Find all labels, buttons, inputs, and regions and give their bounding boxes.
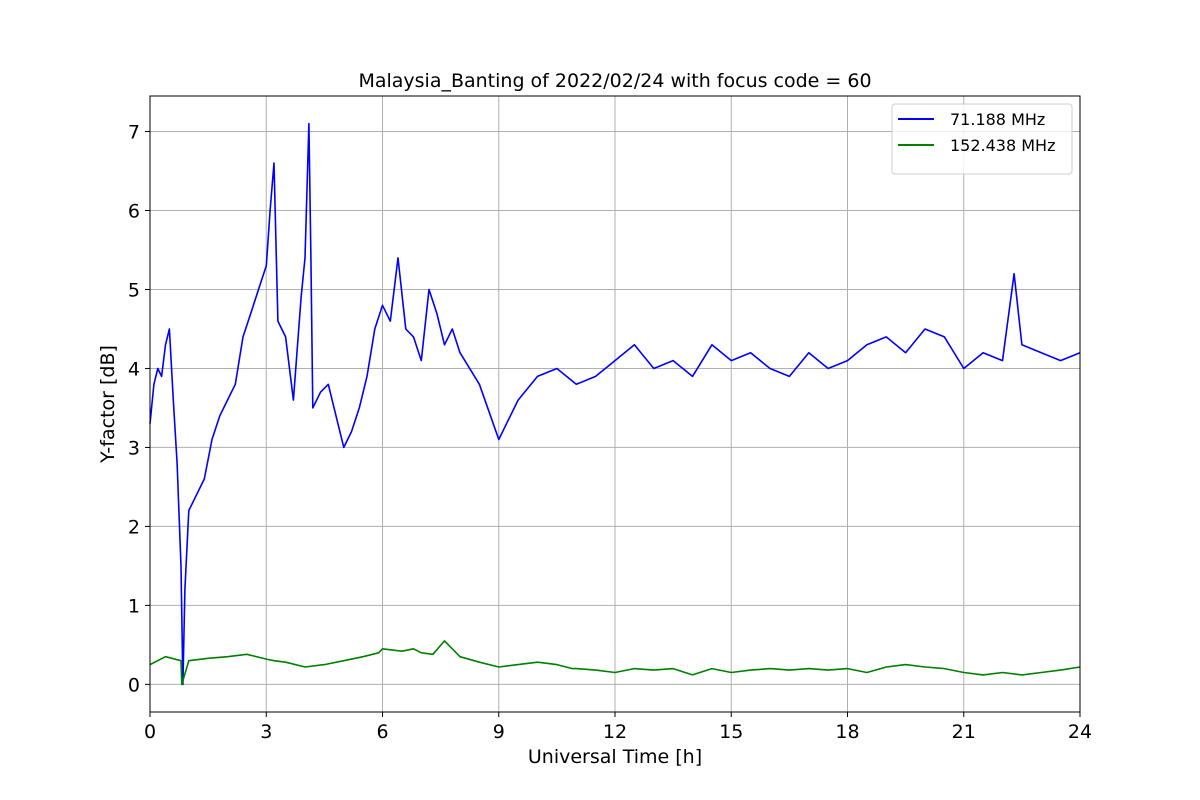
y-tick-label: 6 (128, 201, 140, 223)
y-tick-label: 3 (128, 437, 140, 459)
series-line-1 (149, 122, 1081, 686)
x-axis-label: Universal Time [h] (528, 746, 702, 768)
y-tick-label: 5 (128, 279, 140, 301)
y-tick-label: 1 (128, 595, 140, 617)
x-tick-label: 12 (603, 721, 627, 743)
y-axis-label: Y-factor [dB] (97, 345, 119, 464)
legend: 71.188 MHz 152.438 MHz (891, 103, 1073, 175)
series-lines (149, 122, 1081, 686)
y-tick-label: 0 (128, 674, 140, 696)
x-tick-label: 21 (952, 721, 976, 743)
legend-label-1: 71.188 MHz (950, 110, 1045, 129)
y-tick-label: 4 (128, 358, 140, 380)
x-tick-label: 24 (1068, 721, 1092, 743)
y-tick-label: 2 (128, 516, 140, 538)
x-tick-label: 6 (376, 721, 388, 743)
x-tick-label: 15 (719, 721, 743, 743)
y-tick-label: 7 (128, 122, 140, 144)
series-line-2 (149, 640, 1081, 686)
legend-label-2: 152.438 MHz (950, 136, 1055, 155)
grid (149, 96, 1081, 712)
x-tick-label: 18 (835, 721, 859, 743)
x-tick-label: 9 (493, 721, 505, 743)
x-tick-label: 0 (144, 721, 156, 743)
chart-title: Malaysia_Banting of 2022/02/24 with focu… (358, 70, 871, 92)
x-tick-label: 3 (260, 721, 272, 743)
legend-box (891, 103, 1073, 175)
